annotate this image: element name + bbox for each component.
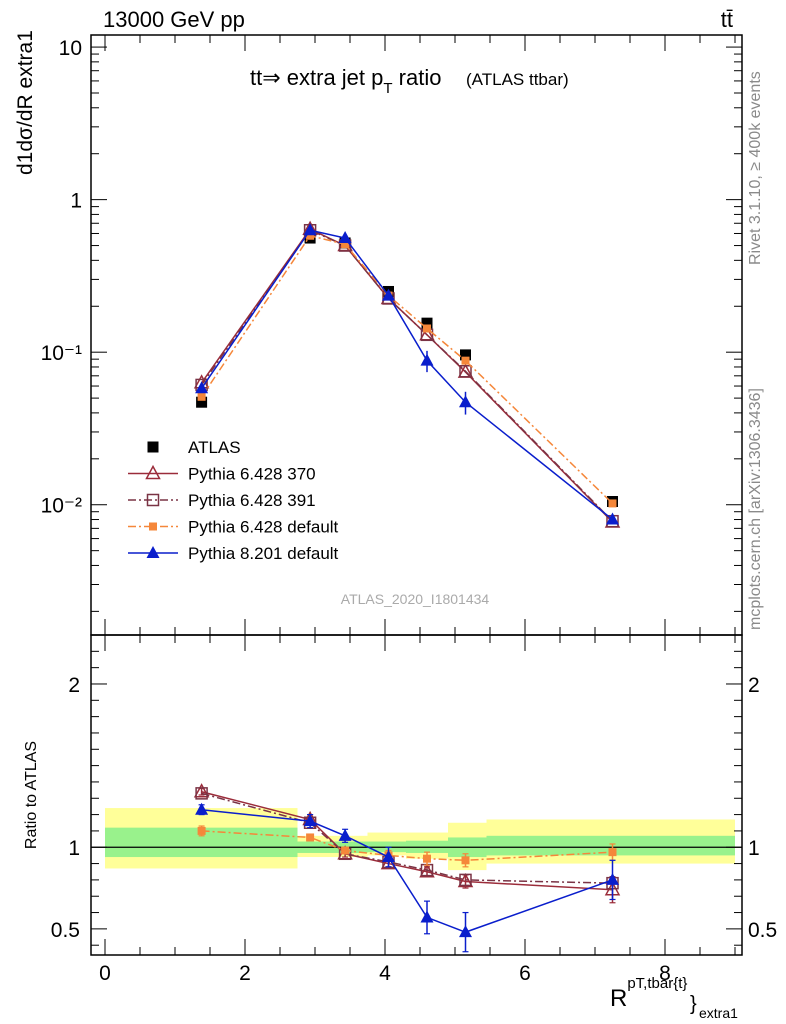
ratio-data-point — [608, 848, 617, 857]
analysis-watermark: ATLAS_2020_I1801434 — [341, 591, 490, 607]
ratio-ytick-label: 1 — [68, 837, 80, 860]
main-data-point — [382, 288, 395, 301]
main-title-tail: ratio — [393, 65, 442, 90]
legend-marker — [146, 546, 160, 558]
xlabel-brace: } — [690, 993, 697, 1015]
rivet-label: Rivet 3.1.10, ≥ 400k events — [747, 71, 764, 265]
main-ytick-label: 10 — [59, 37, 82, 60]
xtick-label: 2 — [239, 962, 251, 985]
ratio-data-point — [303, 814, 317, 827]
ratio-plot-marks — [91, 783, 742, 953]
ratio-data-point — [423, 854, 431, 863]
ratio-xlabel: RpT,tbar{t} — [610, 975, 687, 1012]
legend-entry: Pythia 6.428 default — [188, 518, 339, 537]
ratio-data-point — [461, 856, 470, 865]
main-data-point — [461, 356, 470, 365]
ratio-data-point — [197, 826, 206, 835]
main-data-point — [459, 395, 472, 408]
main-plot-marks — [193, 220, 621, 528]
main-panel: 10 1 10⁻¹ 10⁻² tt⇒ extra jet pT ratio (ATLA… — [14, 30, 743, 636]
main-data-point — [608, 499, 617, 508]
main-data-point — [420, 353, 434, 366]
legend: ATLAS Pythia 6.428 370 Pythia 6.428 391 Pyt… — [128, 438, 339, 563]
xlabel-sup: pT,tbar{t} — [627, 975, 687, 992]
legend-entry: ATLAS — [188, 438, 241, 457]
xtick-label: 8 — [659, 962, 671, 985]
ratio-frame — [90, 634, 743, 956]
ratio-data-point — [457, 872, 474, 888]
ratio-ylabel: Ratio to ATLAS — [23, 741, 40, 849]
legend-entry: Pythia 8.201 default — [188, 544, 339, 563]
main-title-note: (ATLAS ttbar) — [466, 70, 569, 89]
ratio-data-point — [606, 872, 619, 885]
ratio-ytick-label-right: 2 — [748, 674, 760, 697]
mcplots-label: mcplots.cern.ch [arXiv:1306.3436] — [747, 388, 764, 630]
main-data-point — [606, 512, 619, 525]
main-ytick-label: 10⁻¹ — [41, 342, 82, 365]
main-ylabel-text: d1dσ/dR extra1 — [14, 30, 37, 175]
ratio-ytick-label: 0.5 — [51, 919, 80, 942]
legend-entry: Pythia 6.428 370 — [188, 465, 316, 484]
ratio-data-point — [459, 925, 472, 938]
main-data-point — [338, 231, 352, 244]
xtick-label: 4 — [379, 962, 391, 985]
main-data-point — [341, 240, 350, 249]
ratio-data-point — [459, 873, 472, 887]
ratio-data-point — [193, 783, 210, 798]
main-ylabel: d1dσ/dR extra1 — [14, 30, 37, 175]
ratio-data-point — [382, 850, 395, 863]
main-data-point — [460, 349, 471, 361]
ratio-axis-ticks: 2 2 1 1 0.5 0.5 0 2 4 6 8 — [51, 635, 777, 985]
main-axis-ticks: 10 1 10⁻¹ 10⁻² — [41, 35, 742, 635]
main-title-text: tt⇒ extra jet p — [250, 65, 383, 90]
main-data-point — [195, 381, 209, 394]
main-title-sub: T — [383, 80, 392, 97]
ratio-data-point — [306, 833, 315, 842]
ratio-ytick-label-right: 0.5 — [748, 919, 777, 942]
xlabel-main: R — [610, 985, 627, 1012]
ratio-data-point — [195, 802, 209, 815]
legend-marker — [149, 522, 157, 531]
legend-marker — [146, 493, 160, 507]
ratio-data-point — [420, 910, 434, 923]
main-data-point — [423, 324, 431, 333]
energy-label: 13000 GeV pp — [103, 7, 245, 32]
uncertainty-band-inner — [486, 835, 735, 856]
main-data-point — [459, 364, 472, 378]
main-data-point — [421, 317, 433, 329]
main-series-line — [200, 234, 614, 504]
main-title: tt⇒ extra jet pT ratio — [250, 65, 441, 97]
main-ytick-label: 1 — [70, 190, 82, 213]
main-data-point — [306, 231, 315, 240]
xtick-label: 0 — [99, 962, 111, 985]
xlabel-sub: extra1 — [699, 1005, 738, 1021]
ratio-data-point — [338, 828, 352, 841]
xtick-label: 6 — [519, 962, 531, 985]
main-ytick-label: 10⁻² — [41, 495, 82, 518]
ratio-data-point — [195, 787, 208, 800]
legend-marker — [147, 441, 159, 453]
legend-marker — [145, 464, 161, 480]
legend-entry: Pythia 6.428 391 — [188, 491, 316, 510]
ratio-ytick-label-right: 1 — [748, 837, 760, 860]
main-data-point — [196, 396, 208, 408]
ratio-ytick-label: 2 — [68, 674, 80, 697]
ratio-panel: 2 2 1 1 0.5 0.5 0 2 4 6 8 Ratio to ATLAS RpT,tbar{… — [23, 634, 777, 1021]
main-data-point — [197, 392, 206, 401]
ratio-data-point — [341, 846, 350, 855]
main-data-point — [303, 223, 317, 236]
process-label: tt̄ — [721, 7, 733, 32]
